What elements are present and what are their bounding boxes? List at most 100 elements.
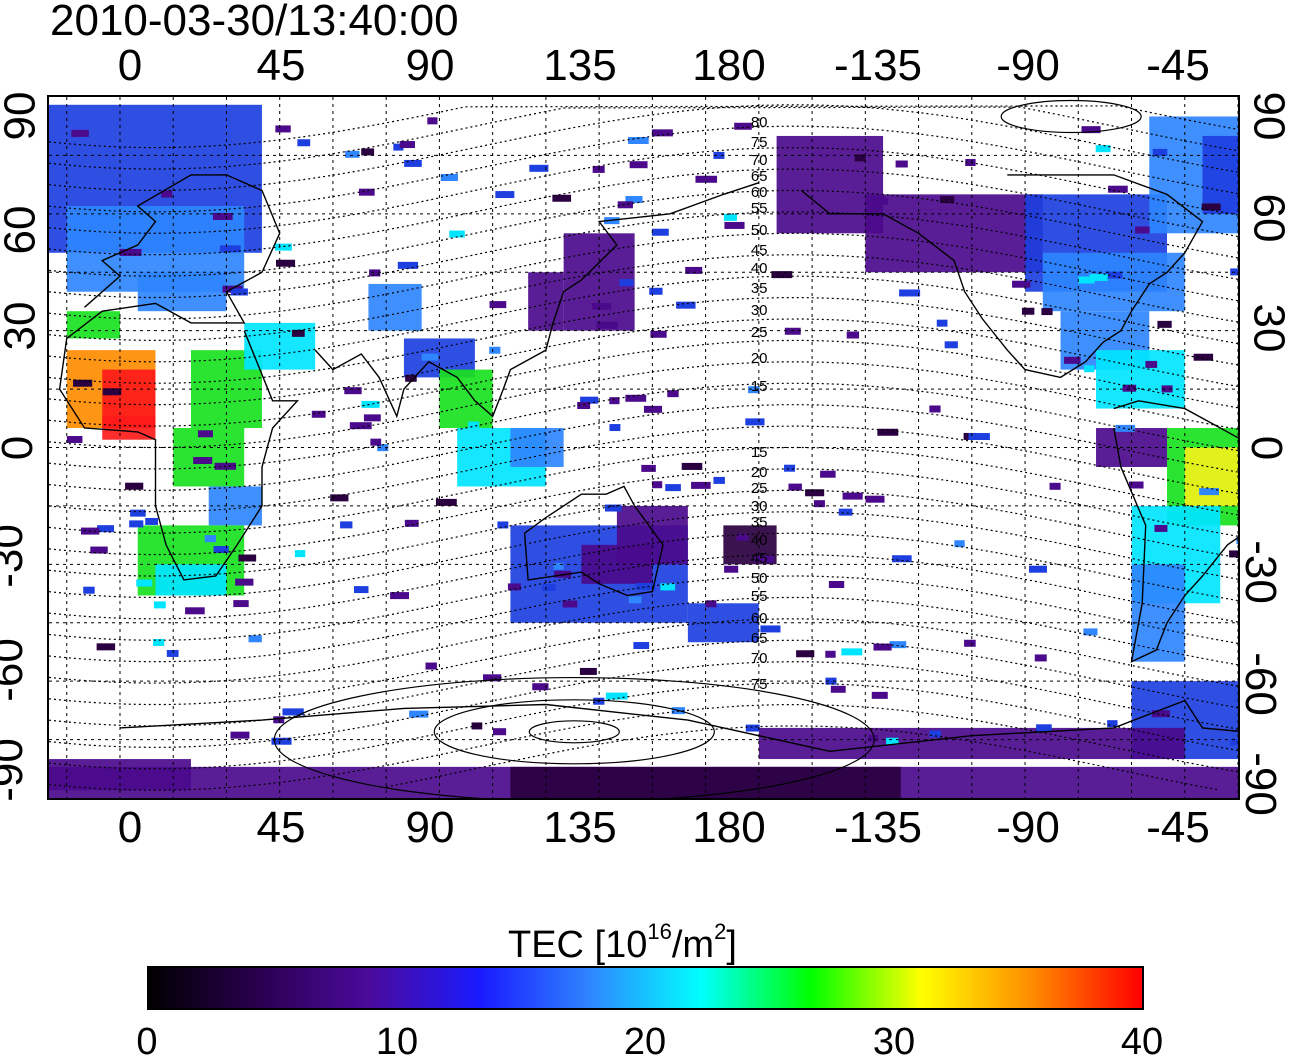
- tec-pixel: [529, 164, 549, 172]
- tec-pixel: [617, 201, 633, 209]
- tec-pixel: [940, 196, 955, 204]
- mag-contour-line: [49, 147, 1238, 234]
- tec-pixel: [886, 737, 899, 745]
- tec-region: [1202, 135, 1238, 214]
- tec-pixel: [1145, 360, 1158, 368]
- contour-label: 60: [751, 184, 768, 201]
- tec-pixel: [1034, 654, 1047, 662]
- contour-label: 30: [751, 302, 768, 319]
- tec-pixel: [197, 430, 213, 438]
- tec-pixel: [609, 397, 620, 405]
- tec-pixel: [1107, 720, 1118, 728]
- left-tick-label: 90: [0, 91, 45, 141]
- tec-pixel: [193, 457, 213, 465]
- mag-contour-line: [49, 446, 1238, 534]
- left-tick-label: -30: [0, 524, 32, 588]
- tec-pixel: [652, 481, 663, 489]
- colorbar-tick-label: 0: [136, 1021, 158, 1063]
- tec-pixel: [846, 331, 860, 339]
- colorbar-title: TEC [1016/m2]: [508, 919, 737, 966]
- tec-pixel: [1083, 628, 1098, 636]
- colorbar-tick-label: 40: [1120, 1021, 1164, 1063]
- tec-pixel: [83, 586, 95, 594]
- coastline: [314, 182, 760, 419]
- mag-contour-line: [49, 275, 1238, 363]
- tec-pixel: [90, 546, 108, 554]
- contour-label: 60: [751, 610, 768, 627]
- top-tick-label: -45: [1146, 41, 1210, 90]
- tec-pixel: [1041, 308, 1053, 316]
- tec-pixel: [667, 390, 679, 398]
- tec-pixel: [629, 161, 648, 169]
- tec-pixel: [435, 498, 457, 506]
- tec-pixel: [596, 321, 618, 329]
- tec-pixel: [282, 708, 304, 716]
- tec-pixel: [825, 650, 836, 658]
- coastline: [800, 174, 1204, 379]
- tec-pixel: [745, 418, 765, 426]
- tec-pixel: [405, 374, 417, 382]
- tec-region: [1096, 350, 1185, 409]
- contour-label: 70: [751, 650, 768, 667]
- tec-pixel: [230, 288, 248, 296]
- tec-pixel: [842, 492, 863, 500]
- tec-pixel: [185, 607, 205, 615]
- tec-pixel: [651, 129, 673, 137]
- tec-pixel: [577, 401, 591, 409]
- contour-label: 65: [751, 168, 768, 185]
- tec-region: [137, 272, 227, 312]
- tec-pixel: [72, 379, 93, 387]
- tec-pixel: [66, 436, 83, 444]
- tec-pixel: [1105, 271, 1123, 279]
- tec-pixel: [641, 464, 656, 472]
- top-tick-label: 135: [543, 41, 617, 90]
- contour-label: 75: [751, 134, 768, 151]
- tec-pixel: [649, 287, 663, 295]
- tec-pixel: [562, 600, 578, 608]
- tec-pixel: [873, 643, 892, 651]
- tec-pixel: [425, 662, 437, 670]
- contour-labels: 8075706560555045403530252015152025303540…: [751, 114, 768, 693]
- coastline: [1113, 400, 1238, 663]
- tec-pixel: [1036, 724, 1052, 732]
- contour-label: 35: [751, 514, 768, 531]
- tec-pixel: [97, 525, 115, 533]
- tec-pixel: [369, 269, 381, 277]
- tec-pixel: [796, 650, 815, 658]
- right-tick-label: -90: [1235, 752, 1285, 816]
- tec-pixel: [233, 600, 249, 608]
- bottom-tick-label: 135: [543, 803, 617, 852]
- tec-pixel: [495, 191, 515, 199]
- contour-label: 50: [751, 570, 768, 587]
- tec-pixel: [358, 188, 375, 196]
- contour-label: 65: [751, 630, 768, 647]
- bottom-tick-label: 0: [117, 803, 143, 852]
- tec-region: [865, 194, 1043, 273]
- tec-pixel: [344, 387, 362, 395]
- tec-pixel: [713, 476, 725, 484]
- tec-pixel: [748, 386, 760, 394]
- mag-contour-line: [49, 106, 1238, 170]
- tec-pixel: [723, 213, 737, 221]
- tec-pixel: [643, 405, 663, 413]
- contour-label: 45: [751, 550, 768, 567]
- bottom-tick-label: -90: [996, 803, 1060, 852]
- tec-region: [1184, 447, 1238, 506]
- mag-contour-line: [49, 489, 1238, 577]
- right-tick-label: 60: [1244, 193, 1292, 243]
- tec-pixel: [427, 117, 438, 125]
- tec-pixel: [784, 327, 801, 335]
- tec-pixel: [625, 394, 647, 402]
- mag-contour-line: [49, 596, 1238, 684]
- bottom-tick-label: 90: [405, 803, 455, 852]
- left-tick-label: -60: [0, 638, 32, 702]
- tec-pixel: [1201, 203, 1221, 211]
- contour-label: 50: [751, 222, 768, 239]
- contour-label: 80: [751, 114, 768, 131]
- tec-region: [1042, 252, 1185, 312]
- coastline: [119, 699, 1238, 753]
- right-tick-label: -30: [1235, 540, 1285, 604]
- tec-pixel: [532, 683, 549, 691]
- mag-contour-line: [49, 211, 1238, 299]
- tec-pixel: [1049, 482, 1061, 490]
